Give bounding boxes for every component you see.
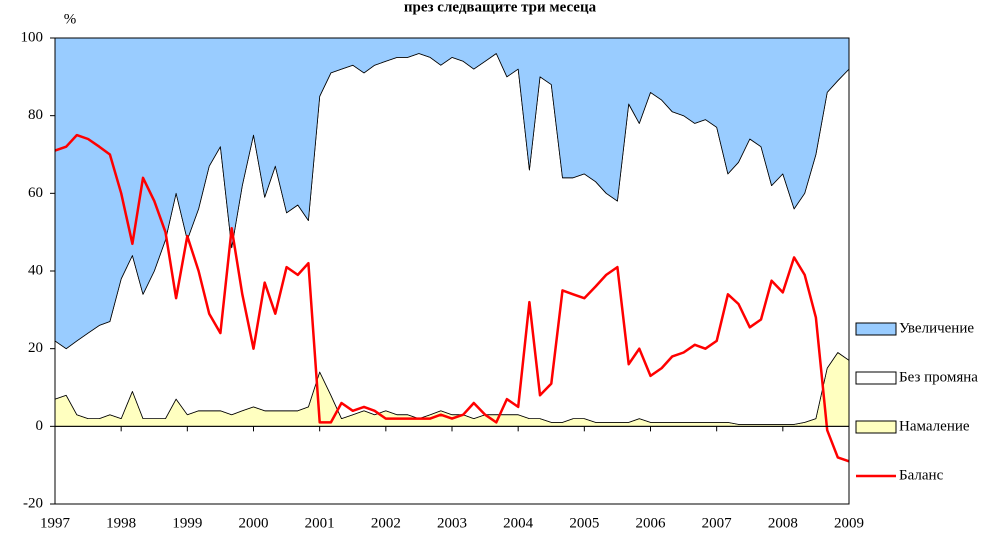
- y-tick-label: 100: [21, 29, 44, 45]
- legend-label: Баланс: [899, 467, 944, 483]
- x-tick-label: 2001: [305, 515, 335, 531]
- y-tick-label: 0: [36, 418, 44, 434]
- x-tick-label: 2000: [239, 515, 269, 531]
- x-tick-label: 2005: [569, 515, 599, 531]
- legend-label: Без промяна: [899, 369, 978, 385]
- y-tick-label: -20: [23, 495, 43, 511]
- legend-swatch: [855, 322, 897, 336]
- legend-label: Увеличение: [899, 320, 974, 336]
- y-tick-label: 80: [28, 107, 43, 123]
- y-tick-label: 60: [28, 185, 43, 201]
- x-tick-label: 2008: [768, 515, 798, 531]
- x-tick-label: 1999: [172, 515, 202, 531]
- balance-line: [54, 133, 850, 463]
- legend-swatch: [855, 420, 897, 434]
- x-tick-label: 2007: [702, 515, 733, 531]
- y-axis-label: %: [64, 11, 77, 27]
- x-tick-label: 1997: [40, 515, 71, 531]
- x-tick-label: 2002: [371, 515, 401, 531]
- x-tick-label: 2009: [834, 515, 864, 531]
- x-tick-label: 2004: [503, 515, 534, 531]
- y-tick-label: 20: [28, 340, 43, 356]
- x-tick-label: 2003: [437, 515, 467, 531]
- x-tick-label: 2006: [636, 515, 667, 531]
- x-tick-label: 1998: [106, 515, 136, 531]
- chart-title: през следващите три месеца: [404, 0, 597, 15]
- legend-swatch: [855, 371, 897, 385]
- y-tick-label: 40: [28, 262, 43, 278]
- legend-label: Намаление: [899, 418, 970, 434]
